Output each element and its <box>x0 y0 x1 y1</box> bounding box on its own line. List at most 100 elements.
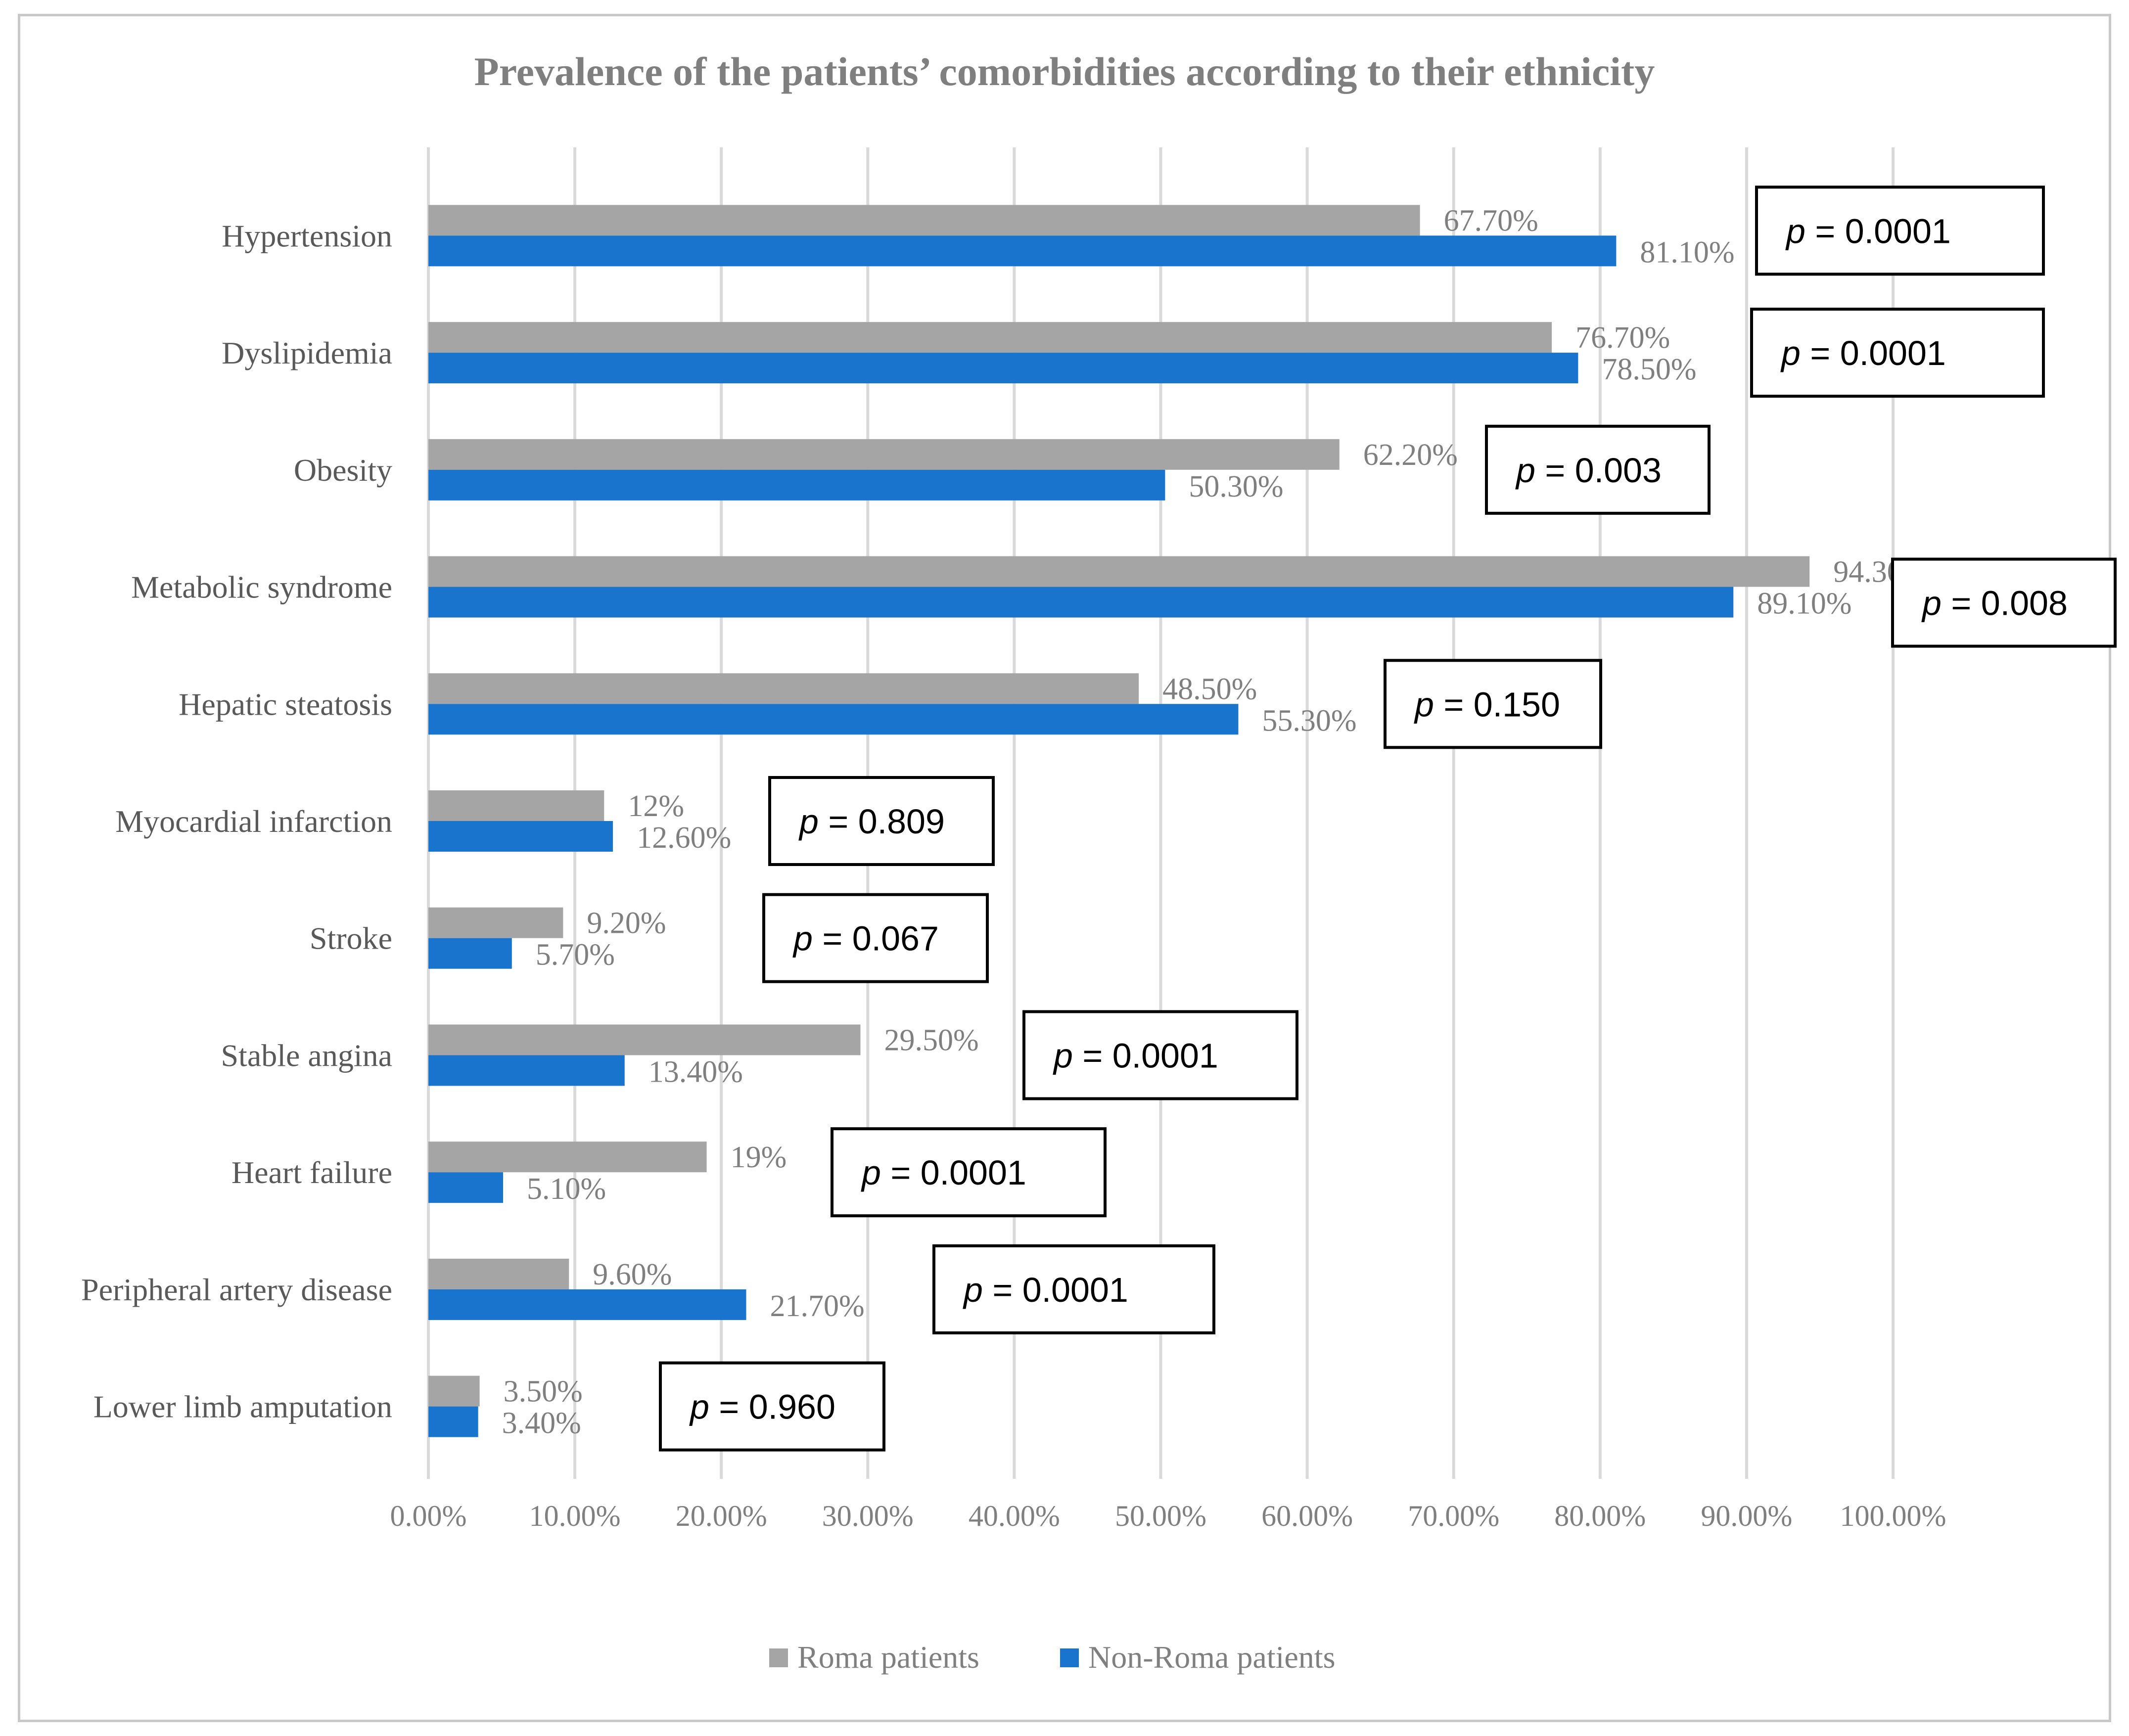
data-label-non-roma: 55.30% <box>1262 704 1356 737</box>
bar-roma <box>428 439 1340 470</box>
p-value: = 0.809 <box>819 802 945 841</box>
category-label: Obesity <box>294 453 392 488</box>
bar-roma <box>428 907 563 938</box>
p-value-text: p = 0.067 <box>792 919 939 958</box>
data-label-roma: 67.70% <box>1444 204 1538 237</box>
bars <box>428 205 1810 1437</box>
data-label-roma: 62.20% <box>1363 438 1458 472</box>
p-value-box <box>1891 557 2117 648</box>
bar-roma <box>428 790 604 821</box>
p-value-box <box>1485 424 1711 515</box>
chart-title: Prevalence of the patients’ comorbiditie… <box>474 49 1655 94</box>
x-tick-label: 30.00% <box>822 1500 914 1532</box>
data-label-roma: 3.50% <box>504 1375 583 1409</box>
data-label-roma: 76.70% <box>1575 321 1670 355</box>
category-label: Hepatic steatosis <box>179 686 392 722</box>
p-value-box <box>831 1127 1107 1218</box>
data-label-non-roma: 5.70% <box>536 938 615 972</box>
bar-non-roma <box>428 1172 504 1203</box>
bar-non-roma <box>428 235 1617 267</box>
data-label-roma: 48.50% <box>1162 672 1257 706</box>
p-value: = 0.960 <box>709 1388 835 1426</box>
p-value-box <box>1022 1010 1298 1100</box>
p-value-text: p = 0.0001 <box>861 1153 1026 1192</box>
p-value: = 0.0001 <box>1805 212 1951 250</box>
data-label-non-roma: 13.40% <box>648 1055 743 1089</box>
legend-label-roma: Roma patients <box>797 1640 979 1675</box>
data-labels: 67.70%81.10%76.70%78.50%62.20%50.30%94.3… <box>502 204 1928 1440</box>
p-value: = 0.0001 <box>881 1153 1026 1192</box>
p-value-box <box>1384 659 1602 749</box>
data-label-non-roma: 81.10% <box>1640 235 1734 269</box>
legend-swatch-non-roma <box>1060 1648 1079 1667</box>
x-axis-tick-labels: 0.00% 10.00% 20.00% 30.00% 40.00% 50.00% 60.00… <box>390 1500 1946 1532</box>
p-value-text: p = 0.0001 <box>1053 1036 1218 1075</box>
legend: Roma patients Non-Roma patients <box>769 1640 1335 1675</box>
p-value: = 0.008 <box>1942 584 2068 623</box>
p-symbol: p <box>861 1153 881 1192</box>
bar-roma <box>428 673 1139 704</box>
data-label-non-roma: 12.60% <box>637 821 731 855</box>
p-symbol: p <box>1921 584 1942 623</box>
bar-non-roma <box>428 469 1165 501</box>
category-label: Hypertension <box>222 218 392 253</box>
p-value-box <box>1750 308 2045 398</box>
p-value-text: p = 0.809 <box>798 802 945 841</box>
chart-frame <box>18 14 2111 1722</box>
p-value: = 0.0001 <box>983 1271 1128 1309</box>
x-tick-label: 90.00% <box>1701 1500 1792 1532</box>
p-symbol: p <box>798 802 819 841</box>
category-label: Dyslipidemia <box>222 335 392 370</box>
bar-non-roma <box>428 1055 625 1086</box>
data-label-non-roma: 89.10% <box>1757 587 1851 621</box>
data-label-non-roma: 50.30% <box>1189 470 1283 503</box>
p-value-text: p = 0.0001 <box>1780 334 1946 372</box>
p-value: = 0.003 <box>1535 451 1662 490</box>
category-label: Stroke <box>310 921 392 956</box>
x-tick-label: 40.00% <box>969 1500 1060 1532</box>
p-value-text: p = 0.0001 <box>963 1271 1128 1309</box>
data-label-non-roma: 78.50% <box>1602 353 1696 386</box>
bar-non-roma <box>428 821 613 852</box>
p-value-box <box>762 893 989 983</box>
p-value-text: p = 0.003 <box>1515 451 1662 490</box>
bar-non-roma <box>428 587 1734 618</box>
bar-non-roma <box>428 1406 478 1437</box>
bar-roma <box>428 556 1810 587</box>
p-value-box <box>659 1361 885 1452</box>
bar-non-roma <box>428 353 1578 384</box>
p-symbol: p <box>792 919 813 958</box>
category-label: Peripheral artery disease <box>81 1272 392 1307</box>
p-value-text: p = 0.150 <box>1414 685 1560 724</box>
x-tick-label: 80.00% <box>1554 1500 1646 1532</box>
p-symbol: p <box>963 1271 983 1309</box>
legend-label-non-roma: Non-Roma patients <box>1088 1640 1335 1675</box>
data-label-roma: 9.20% <box>587 907 666 940</box>
p-symbol: p <box>1780 334 1801 372</box>
p-value: = 0.067 <box>813 919 939 958</box>
data-label-non-roma: 3.40% <box>502 1407 581 1440</box>
p-value: = 0.0001 <box>1073 1036 1218 1075</box>
x-tick-label: 20.00% <box>676 1500 767 1532</box>
data-label-roma: 12% <box>628 789 684 823</box>
bar-roma <box>428 1024 861 1055</box>
bar-non-roma <box>428 938 512 969</box>
p-value: = 0.0001 <box>1801 334 1946 372</box>
p-symbol: p <box>1785 212 1805 250</box>
bar-non-roma <box>428 704 1239 735</box>
data-label-non-roma: 5.10% <box>527 1172 606 1206</box>
x-tick-label: 60.00% <box>1261 1500 1353 1532</box>
p-symbol: p <box>689 1388 709 1426</box>
p-value-text: p = 0.0001 <box>1785 212 1951 250</box>
data-label-roma: 19% <box>731 1141 787 1174</box>
data-label-non-roma: 21.70% <box>770 1289 865 1323</box>
x-tick-label: 100.00% <box>1840 1500 1946 1532</box>
bar-roma <box>428 1375 480 1407</box>
bar-roma <box>428 322 1552 353</box>
data-label-roma: 9.60% <box>593 1258 672 1291</box>
p-value-box <box>1755 185 2045 276</box>
x-tick-label: 70.00% <box>1408 1500 1499 1532</box>
p-symbol: p <box>1515 451 1535 490</box>
